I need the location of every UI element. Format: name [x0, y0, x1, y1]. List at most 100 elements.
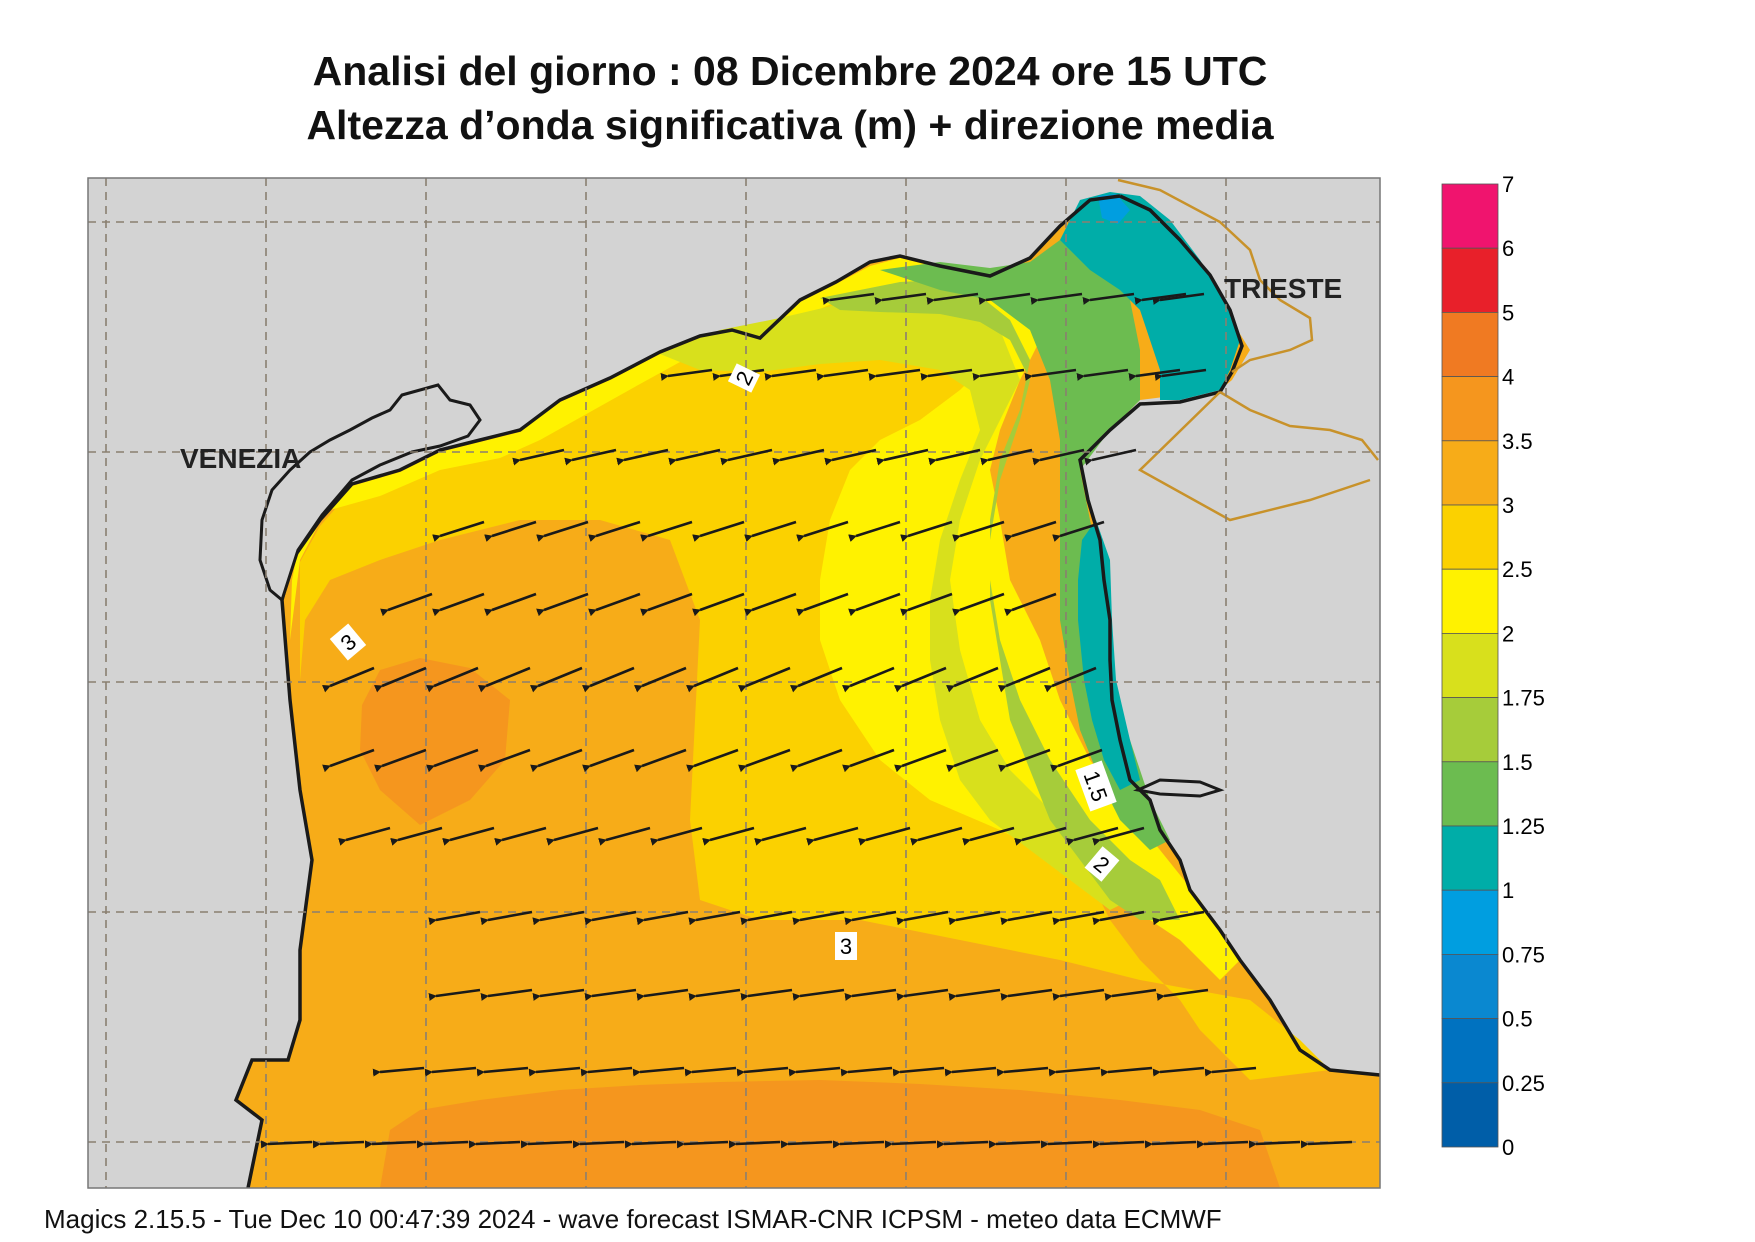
wave-direction-arrow — [780, 1140, 833, 1149]
wave-direction-arrow — [476, 1066, 529, 1077]
colorbar-label: 0.75 — [1502, 942, 1545, 967]
wave-direction-arrow — [660, 368, 713, 381]
wave-direction-arrow — [1152, 910, 1205, 926]
wave-direction-arrow — [584, 988, 637, 1001]
wave-direction-arrow — [1092, 826, 1145, 846]
wave-direction-arrow — [928, 448, 981, 466]
wave-band-1-1.25 — [1060, 192, 1240, 400]
colorbar-swatch — [1441, 954, 1499, 1020]
wave-direction-arrow — [792, 910, 845, 926]
wave-band-0.75-1 — [1098, 194, 1130, 224]
wave-direction-arrow — [364, 1140, 417, 1149]
wave-direction-arrow — [494, 826, 547, 846]
wave-direction-arrow — [796, 592, 849, 617]
wave-direction-arrow — [528, 1066, 581, 1077]
colorbar-swatch — [1441, 247, 1499, 313]
wave-direction-arrow — [468, 1140, 521, 1149]
wave-direction-arrow — [686, 666, 739, 693]
wave-direction-arrow — [588, 592, 641, 617]
istrian-coastline — [1078, 194, 1380, 1077]
wave-direction-arrow — [1134, 292, 1187, 305]
wave-direction-arrows — [260, 292, 1353, 1149]
wave-direction-arrow — [588, 520, 641, 542]
wave-direction-arrow — [1000, 988, 1053, 1001]
colorbar-label: 0 — [1502, 1135, 1514, 1160]
wave-direction-arrow — [740, 910, 793, 926]
colorbar-label: 3 — [1502, 493, 1514, 518]
wave-direction-arrow — [616, 448, 669, 466]
wave-direction-arrow — [948, 988, 1001, 1001]
colorbar-label: 2 — [1502, 621, 1514, 646]
wave-direction-arrow — [842, 748, 895, 773]
city-label-venezia: VENEZIA — [180, 443, 301, 474]
wave-direction-arrow — [1024, 368, 1077, 381]
colorbar-label: 4 — [1502, 365, 1514, 390]
wave-direction-arrow — [484, 520, 537, 542]
wave-direction-arrow — [1248, 1140, 1301, 1149]
wave-direction-arrow — [1196, 1140, 1249, 1149]
wave-direction-arrow — [692, 592, 745, 617]
wave-direction-arrow — [988, 1140, 1041, 1149]
colorbar-swatch — [1441, 761, 1499, 827]
colorbar-swatch — [1441, 825, 1499, 891]
colorbar-label: 1.25 — [1502, 814, 1545, 839]
wave-direction-arrow — [1082, 292, 1135, 305]
wave-direction-arrow — [910, 826, 963, 846]
wave-direction-arrow — [536, 592, 589, 617]
venice-lagoon — [258, 383, 482, 603]
wave-direction-arrow — [640, 592, 693, 617]
wave-direction-arrow — [424, 1066, 477, 1077]
wave-direction-arrow — [876, 448, 929, 466]
wave-direction-arrow — [546, 826, 599, 846]
wave-direction-arrow — [426, 666, 479, 693]
wave-direction-arrow — [792, 988, 845, 1001]
wave-direction-arrow — [1052, 988, 1105, 1001]
wave-direction-arrow — [1154, 368, 1207, 381]
wave-direction-arrow — [1052, 910, 1105, 926]
colorbar-swatch — [1441, 633, 1499, 699]
colorbar-swatch — [1441, 183, 1499, 249]
wave-direction-arrow — [844, 910, 897, 926]
wave-direction-arrow — [636, 988, 689, 1001]
wave-direction-arrow — [520, 1140, 573, 1149]
wave-direction-arrow — [868, 368, 921, 381]
wave-direction-arrow — [740, 988, 793, 1001]
colorbar-swatch — [1441, 889, 1499, 955]
contour-label-2-top: 2 — [727, 363, 761, 393]
wave-direction-arrow — [896, 988, 949, 1001]
wave-direction-arrow — [572, 1140, 625, 1149]
wave-direction-arrow — [322, 748, 375, 773]
wave-direction-arrow — [944, 1066, 997, 1077]
wave-direction-arrow — [480, 910, 533, 926]
wave-direction-arrow — [1030, 292, 1083, 305]
colorbar-label: 1.75 — [1502, 686, 1545, 711]
wave-direction-arrow — [1052, 520, 1105, 542]
wave-direction-arrow — [946, 748, 999, 773]
wave-direction-arrow — [796, 520, 849, 542]
wave-direction-arrow — [634, 666, 687, 693]
wave-direction-arrow — [772, 448, 825, 466]
wave-direction-arrow — [598, 826, 651, 846]
wave-direction-arrow — [1048, 1066, 1101, 1077]
wave-direction-arrow — [996, 1066, 1049, 1077]
wave-direction-arrow — [624, 1140, 677, 1149]
wave-direction-arrow — [848, 592, 901, 617]
wave-direction-arrow — [822, 292, 875, 305]
map-subtitle: Altezza d’onda significativa (m) + direz… — [306, 102, 1274, 148]
wave-direction-arrow — [952, 520, 1005, 542]
wave-direction-arrow — [1100, 1066, 1153, 1077]
wave-direction-arrow — [1032, 448, 1085, 466]
map-frame — [87, 177, 1381, 1189]
wave-direction-arrow — [684, 1066, 737, 1077]
wave-direction-arrow — [390, 826, 443, 846]
colorbar-label: 3.5 — [1502, 429, 1533, 454]
wave-direction-arrow — [920, 368, 973, 381]
wave-direction-arrow — [1156, 988, 1209, 1001]
wave-direction-arrow — [416, 1140, 469, 1149]
wave-direction-arrow — [692, 520, 745, 542]
colorbar-label: 0.5 — [1502, 1007, 1533, 1032]
wave-direction-arrow — [1152, 1066, 1205, 1077]
colorbar-label: 1 — [1502, 878, 1514, 903]
wave-direction-arrow — [564, 448, 617, 466]
wave-direction-arrow — [832, 1140, 885, 1149]
